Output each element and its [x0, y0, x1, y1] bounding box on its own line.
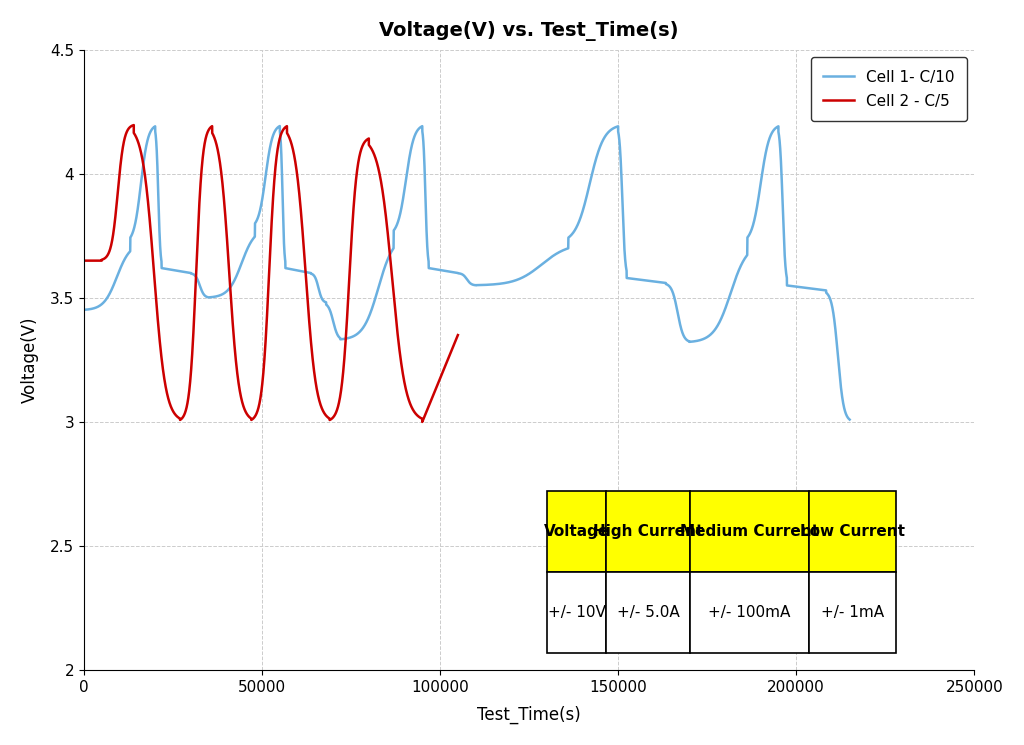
Cell 1- C/10 — [78, 305, 90, 314]
Text: Low Current: Low Current — [800, 524, 905, 539]
Line: Cell 1- C/10: Cell 1- C/10 — [84, 126, 850, 419]
Bar — [606, 572, 690, 653]
Text: +/- 10V: +/- 10V — [548, 605, 605, 620]
Title: Voltage(V) vs. Test_Time(s): Voltage(V) vs. Test_Time(s) — [379, 21, 679, 41]
Bar — [690, 572, 809, 653]
Cell 1- C/10 — [844, 415, 856, 424]
Bar — [606, 492, 690, 572]
Cell 1- C/10 — [293, 266, 305, 275]
Cell 2 - C/5 — [357, 139, 370, 148]
Cell 1- C/10 — [376, 270, 388, 279]
Text: +/- 1mA: +/- 1mA — [821, 605, 884, 620]
Cell 1- C/10 — [797, 283, 809, 292]
Text: +/- 5.0A: +/- 5.0A — [616, 605, 680, 620]
Line: Cell 2 - C/5: Cell 2 - C/5 — [84, 125, 458, 422]
Cell 2 - C/5 — [128, 121, 140, 130]
Text: Voltage: Voltage — [544, 524, 609, 539]
Cell 2 - C/5 — [389, 311, 401, 320]
Cell 1- C/10 — [644, 276, 656, 285]
Text: Medium Current: Medium Current — [680, 524, 819, 539]
Cell 2 - C/5 — [375, 179, 387, 188]
Bar — [690, 492, 809, 572]
Cell 2 - C/5 — [188, 304, 201, 313]
Cell 2 - C/5 — [349, 179, 361, 188]
Cell 2 - C/5 — [200, 132, 212, 141]
X-axis label: Test_Time(s): Test_Time(s) — [477, 706, 581, 724]
Cell 2 - C/5 — [452, 331, 464, 340]
Bar — [809, 572, 896, 653]
Cell 2 - C/5 — [78, 256, 90, 265]
Bar — [547, 492, 606, 572]
Cell 1- C/10 — [620, 260, 632, 269]
Cell 1- C/10 — [808, 285, 820, 294]
Legend: Cell 1- C/10, Cell 2 - C/5: Cell 1- C/10, Cell 2 - C/5 — [811, 57, 967, 121]
Text: High Current: High Current — [593, 524, 703, 539]
Text: +/- 100mA: +/- 100mA — [709, 605, 791, 620]
Bar — [547, 572, 606, 653]
Cell 1- C/10 — [273, 121, 286, 130]
Cell 2 - C/5 — [416, 417, 428, 426]
Bar — [809, 492, 896, 572]
Y-axis label: Voltage(V): Voltage(V) — [20, 317, 39, 403]
